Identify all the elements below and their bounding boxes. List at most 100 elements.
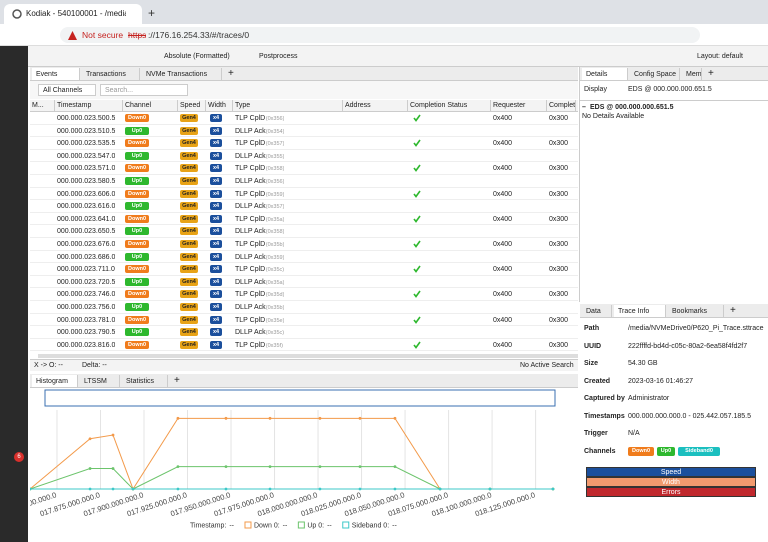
panel-tab[interactable]: Transactions: [82, 68, 140, 80]
width-badge: x4: [210, 114, 222, 122]
legend-name: Down 0: [254, 523, 278, 530]
tree-toggle[interactable]: –: [582, 104, 586, 111]
notification-badge: 6: [14, 452, 24, 462]
event-row[interactable]: 000.000.023.510.5 Up0 Gen4 x4 DLLP Ack (0x354…: [30, 124, 578, 138]
panel-tab[interactable]: Mem: [682, 68, 702, 80]
column-header[interactable]: Address: [345, 100, 408, 111]
tab-icon: [12, 9, 22, 19]
panel-tab[interactable]: Trace Info: [614, 305, 666, 317]
tree-item[interactable]: EDS @ 000.000.000.651.5: [590, 104, 674, 111]
browser-tab[interactable]: Kodiak - 540100001 - /media/N...: [4, 4, 142, 24]
type-code: (0x358): [265, 229, 285, 236]
column-header[interactable]: Completion Status: [410, 100, 491, 111]
type-code: (0x357): [265, 204, 285, 211]
postprocess-select[interactable]: Postprocess: [259, 53, 298, 60]
series-point: [111, 433, 115, 437]
panel-tab[interactable]: Statistics: [122, 375, 168, 387]
event-row[interactable]: 000.000.023.676.0 Down0 Gen4 x4 TLP CplD (0x3…: [30, 238, 578, 251]
check-stroke: [413, 341, 421, 349]
event-row[interactable]: 000.000.023.781.0 Down0 Gen4 x4 TLP CplD (0x3…: [30, 313, 578, 327]
event-row[interactable]: 000.000.023.535.5 Down0 Gen4 x4 TLP CplD (0x3…: [30, 137, 578, 150]
event-row[interactable]: 000.000.023.547.0 Up0 Gen4 x4 DLLP Ack (0x355…: [30, 149, 578, 163]
check-stroke: [413, 316, 421, 324]
type: DLLP Ack: [235, 329, 266, 337]
column-header[interactable]: Complete: [549, 100, 576, 111]
event-row[interactable]: 000.000.023.711.0 Down0 Gen4 x4 TLP CplD (0x3…: [30, 263, 578, 276]
column-header[interactable]: M...: [32, 100, 55, 111]
event-row[interactable]: 000.000.023.571.0 Down0 Gen4 x4 TLP CplD (0x3…: [30, 162, 578, 175]
completer: 0x300: [549, 241, 569, 248]
series-point: [393, 416, 397, 420]
divider: [580, 100, 768, 101]
legend-readout: --: [327, 523, 332, 530]
type: DLLP Ack: [235, 203, 266, 211]
status-text: Delta: --: [82, 362, 107, 369]
column-header[interactable]: Speed: [180, 100, 206, 111]
search-input[interactable]: Search...: [100, 84, 188, 96]
completion-check: [413, 139, 421, 148]
field-label: Timestamps: [584, 412, 625, 420]
add-tab[interactable]: +: [228, 68, 234, 79]
display-select[interactable]: Display: [584, 86, 607, 93]
panel-tab[interactable]: Histogram: [32, 375, 78, 387]
legend-bar: Width: [586, 476, 756, 487]
add-tab[interactable]: +: [730, 305, 736, 316]
check-stroke: [413, 265, 421, 274]
panel-tab[interactable]: Events: [32, 68, 80, 80]
width-badge: x4: [210, 290, 222, 299]
column-header[interactable]: Requester: [493, 100, 547, 111]
event-row[interactable]: 000.000.023.746.0 Down0 Gen4 x4 TLP CplD (0x3…: [30, 288, 578, 301]
series-point: [176, 465, 180, 469]
column-header[interactable]: Width: [208, 100, 233, 111]
add-tab[interactable]: +: [174, 375, 180, 386]
column-header[interactable]: Type: [235, 100, 343, 111]
timestamp: 000.000.023.781.0: [57, 316, 116, 324]
completion-check: [413, 290, 421, 299]
type: TLP CplD: [235, 190, 266, 198]
completer: 0x300: [549, 115, 569, 122]
column-header[interactable]: Channel: [125, 100, 178, 111]
type-code: (0x35a): [265, 216, 285, 223]
column-header[interactable]: Timestamp: [57, 100, 123, 111]
series-point: [88, 437, 92, 441]
timestamp: 000.000.023.500.5: [57, 115, 116, 122]
layout-select[interactable]: Layout: default: [697, 53, 743, 60]
requester: 0x400: [493, 115, 513, 122]
panel-tab[interactable]: Details: [582, 68, 628, 80]
channel-filter[interactable]: All Channels: [38, 84, 96, 96]
panel-tab[interactable]: Bookmarks: [668, 305, 724, 317]
completion-check: [413, 316, 421, 324]
panel-tab[interactable]: NVMe Transactions: [142, 68, 222, 80]
event-row[interactable]: 000.000.023.790.5 Up0 Gen4 x4 DLLP Ack (0x35c…: [30, 326, 578, 339]
panel-tab[interactable]: LTSSM: [80, 375, 120, 387]
event-row[interactable]: 000.000.023.606.0 Down0 Gen4 x4 TLP CplD (0x3…: [30, 187, 578, 201]
series-point: [268, 487, 272, 491]
add-tab[interactable]: +: [708, 68, 714, 79]
event-row[interactable]: 000.000.023.650.5 Up0 Gen4 x4 DLLP Ack (0x358…: [30, 225, 578, 238]
event-row[interactable]: 000.000.023.720.5 Up0 Gen4 x4 DLLP Ack (0x35a…: [30, 275, 578, 289]
new-tab[interactable]: +: [148, 6, 156, 20]
check-stroke: [413, 114, 421, 122]
event-row[interactable]: 000.000.023.580.5 Up0 Gen4 x4 DLLP Ack (0x356…: [30, 175, 578, 188]
status-text: No Active Search: [520, 362, 574, 369]
event-row[interactable]: 000.000.023.756.0 Up0 Gen4 x4 DLLP Ack (0x35b…: [30, 301, 578, 314]
sidebar: [0, 46, 28, 542]
field-label: Trigger: [584, 430, 608, 437]
panel-tab[interactable]: Config Space: [630, 68, 680, 80]
address-bar[interactable]: Not secure https ://176.16.254.33/#/trac…: [60, 27, 700, 43]
event-row[interactable]: 000.000.023.641.0 Down0 Gen4 x4 TLP CplD (0x3…: [30, 212, 578, 226]
scrollbar: [38, 354, 578, 358]
channel-badge: Down0: [125, 139, 149, 148]
event-row[interactable]: 000.000.023.686.0 Up0 Gen4 x4 DLLP Ack (0x359…: [30, 250, 578, 264]
event-row[interactable]: 000.000.023.816.0 Down0 Gen4 x4 TLP CplD (0x3…: [30, 338, 578, 352]
completer: 0x300: [549, 291, 569, 299]
field-value: 000.000.000.000.0 - 025.442.057.185.5: [628, 412, 751, 420]
legend-name: Up 0: [307, 523, 322, 530]
panel-tab[interactable]: Data: [582, 305, 612, 317]
event-row[interactable]: 000.000.023.500.5 Down0 Gen4 x4 TLP CplD (0x3…: [30, 112, 578, 125]
type: DLLP Ack: [235, 253, 266, 261]
event-row[interactable]: 000.000.023.616.0 Up0 Gen4 x4 DLLP Ack (0x357…: [30, 200, 578, 213]
format-select[interactable]: Absolute (Formatted): [164, 53, 230, 60]
channel-badge: Down0: [125, 164, 149, 173]
speed-badge: Gen4: [180, 290, 198, 299]
